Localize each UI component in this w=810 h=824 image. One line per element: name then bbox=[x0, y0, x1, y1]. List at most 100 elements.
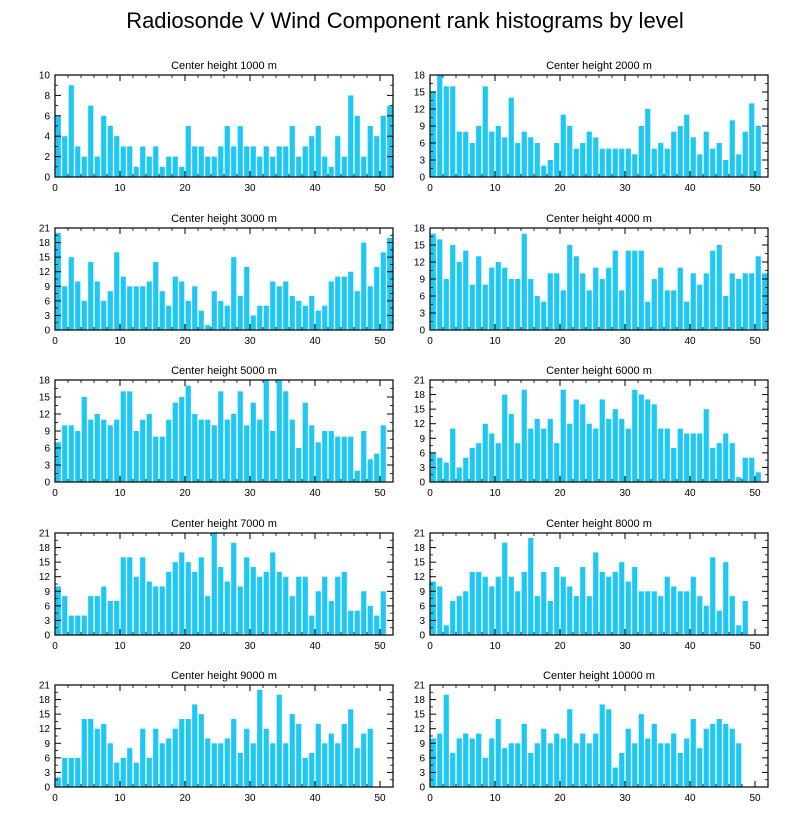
bar bbox=[374, 615, 380, 635]
x-tick-label: 50 bbox=[374, 183, 386, 194]
bar bbox=[534, 296, 540, 330]
bar bbox=[159, 291, 165, 330]
bar bbox=[380, 252, 386, 330]
bar bbox=[166, 419, 172, 482]
bar bbox=[645, 591, 651, 635]
panel-title: Center height 3000 m bbox=[171, 213, 277, 225]
y-tick-label: 15 bbox=[414, 710, 426, 721]
bar bbox=[179, 281, 185, 330]
bar bbox=[114, 419, 120, 482]
x-tick-label: 10 bbox=[489, 641, 501, 652]
bar bbox=[710, 723, 716, 787]
bar bbox=[638, 250, 644, 330]
bar bbox=[547, 273, 553, 330]
bar bbox=[606, 709, 612, 787]
bar bbox=[75, 281, 81, 330]
bar bbox=[107, 601, 113, 635]
x-tick-label: 30 bbox=[619, 336, 631, 347]
bar bbox=[270, 281, 276, 330]
y-tick-label: 6 bbox=[419, 448, 425, 459]
bar bbox=[127, 557, 133, 635]
bar bbox=[88, 105, 94, 177]
bar bbox=[218, 567, 224, 635]
y-tick-label: 12 bbox=[414, 105, 426, 116]
bar bbox=[62, 136, 68, 177]
bar bbox=[606, 267, 612, 330]
bar bbox=[541, 728, 547, 787]
bar bbox=[367, 286, 373, 330]
bar bbox=[88, 719, 94, 787]
bar bbox=[625, 581, 631, 635]
bar bbox=[172, 276, 178, 330]
bar bbox=[322, 305, 328, 330]
bar bbox=[146, 156, 152, 177]
bar bbox=[671, 586, 677, 635]
x-tick-label: 40 bbox=[684, 488, 696, 499]
y-tick-label: 3 bbox=[419, 309, 425, 320]
y-tick-label: 3 bbox=[44, 311, 50, 322]
bar bbox=[101, 300, 107, 330]
x-tick-label: 30 bbox=[244, 641, 256, 652]
bar bbox=[443, 625, 449, 635]
bar bbox=[580, 143, 586, 177]
panel-title: Center height 6000 m bbox=[546, 365, 652, 377]
bar bbox=[179, 719, 185, 787]
bar bbox=[677, 753, 683, 787]
x-tick-label: 40 bbox=[309, 336, 321, 347]
bar bbox=[638, 714, 644, 787]
bar bbox=[283, 576, 289, 635]
bar bbox=[153, 586, 159, 635]
bar bbox=[283, 281, 289, 330]
bar bbox=[638, 591, 644, 635]
bar bbox=[120, 557, 126, 635]
x-tick-label: 10 bbox=[489, 336, 501, 347]
x-tick-label: 20 bbox=[179, 336, 191, 347]
bar bbox=[289, 419, 295, 482]
y-tick-label: 6 bbox=[419, 139, 425, 150]
bar bbox=[205, 738, 211, 787]
bar bbox=[437, 586, 443, 635]
bar bbox=[658, 743, 664, 787]
bar bbox=[289, 596, 295, 635]
bar bbox=[114, 252, 120, 330]
x-tick-label: 0 bbox=[52, 488, 58, 499]
y-tick-label: 15 bbox=[414, 405, 426, 416]
bar bbox=[554, 143, 560, 177]
bar bbox=[521, 131, 527, 177]
bar bbox=[736, 477, 742, 482]
bar bbox=[612, 409, 618, 482]
bar bbox=[671, 733, 677, 787]
panel-title: Center height 2000 m bbox=[546, 60, 652, 72]
bar bbox=[133, 576, 139, 635]
bar bbox=[140, 286, 146, 330]
y-tick-label: 9 bbox=[419, 739, 425, 750]
bar bbox=[263, 146, 269, 177]
bar bbox=[489, 433, 495, 482]
bar bbox=[437, 75, 443, 177]
bar bbox=[515, 743, 521, 787]
x-tick-label: 20 bbox=[179, 641, 191, 652]
bar bbox=[651, 723, 657, 787]
bar bbox=[684, 433, 690, 482]
bar bbox=[593, 137, 599, 177]
bar bbox=[508, 743, 514, 787]
bar bbox=[224, 738, 230, 787]
bar bbox=[723, 562, 729, 635]
panel-title: Center height 10000 m bbox=[543, 670, 655, 682]
bar bbox=[489, 738, 495, 787]
y-tick-label: 9 bbox=[44, 587, 50, 598]
panel-title: Center height 9000 m bbox=[171, 670, 277, 682]
bar bbox=[107, 743, 113, 787]
bar bbox=[645, 399, 651, 482]
bar bbox=[508, 414, 514, 482]
bar bbox=[521, 571, 527, 635]
bar bbox=[476, 571, 482, 635]
bar bbox=[250, 402, 256, 482]
bar bbox=[729, 443, 735, 482]
bar bbox=[315, 126, 321, 177]
bar bbox=[463, 131, 469, 177]
bar bbox=[380, 591, 386, 635]
bar bbox=[237, 753, 243, 787]
bar bbox=[68, 615, 74, 635]
bar bbox=[276, 694, 282, 787]
